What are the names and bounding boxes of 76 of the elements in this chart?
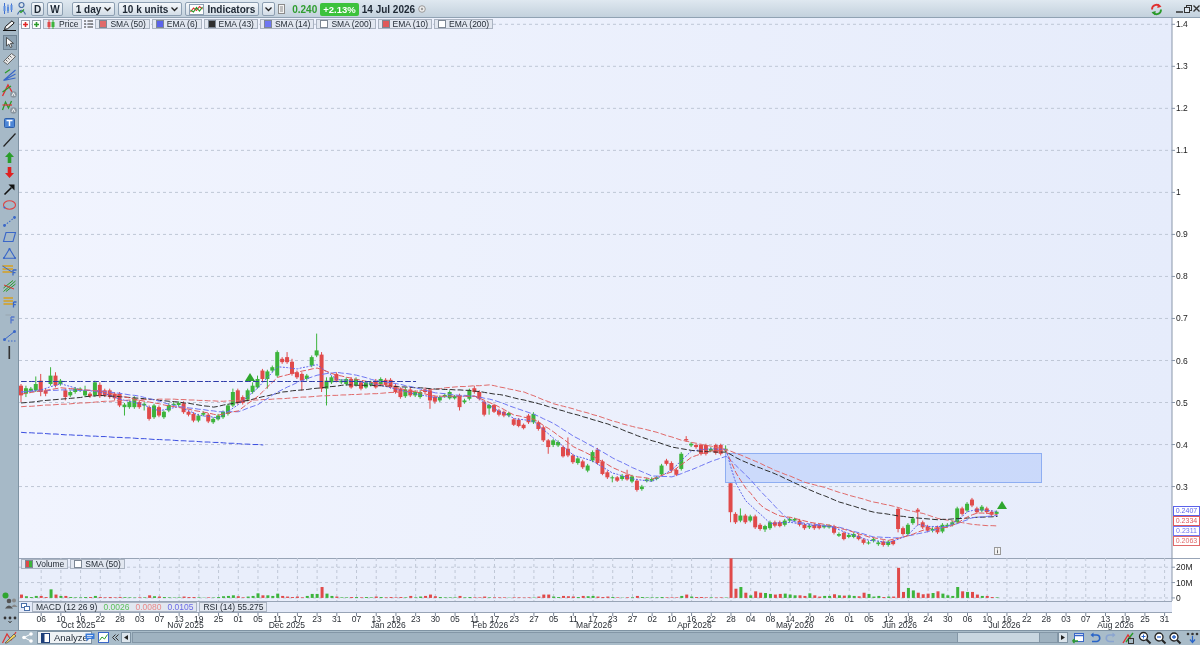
legend-label: SMA (50) <box>85 559 121 569</box>
x-tick-label: 14 <box>785 614 796 624</box>
x-tick-label: 08 <box>765 614 776 624</box>
text: D <box>31 2 45 16</box>
legend-label: SMA (50) <box>110 19 146 29</box>
legend-label: EMA (43) <box>218 19 254 29</box>
y-tick-label: 10M <box>1176 577 1193 588</box>
y-tick-label: 0 <box>1176 592 1181 603</box>
x-tick-label: 27 <box>529 614 539 624</box>
x-tick-label: 13 <box>174 614 185 624</box>
legend-label: SMA (200) <box>331 19 372 29</box>
legend-label: EMA (6) <box>166 19 198 29</box>
x-tick-label: 30 <box>943 614 953 624</box>
x-tick-label: 31 <box>332 614 342 624</box>
x-tick-label: 25 <box>1140 614 1150 624</box>
x-tick-label: 01 <box>233 614 244 624</box>
legend-label: SMA (14) <box>274 19 311 29</box>
x-tick-label: 23 <box>410 614 421 624</box>
x-tick-label: 06 <box>962 614 973 624</box>
x-tick-label: 05 <box>864 614 874 624</box>
text: 1 day <box>71 2 116 16</box>
x-tick-label: 23 <box>312 614 323 624</box>
text: 10 k units <box>118 2 183 16</box>
y-tick-label: 1.1 <box>1176 145 1189 156</box>
x-tick-label: 05 <box>253 614 263 624</box>
text: 0.0026 <box>103 602 130 612</box>
text: Indicators <box>185 2 260 16</box>
x-tick-label: 03 <box>1061 614 1072 624</box>
x-tick-label: 28 <box>115 614 125 624</box>
x-tick-label: 30 <box>430 614 441 624</box>
y-tick-label: 1.4 <box>1176 19 1189 30</box>
x-tick-label: 27 <box>627 614 638 624</box>
x-tick-label: 10 <box>667 614 677 624</box>
x-tick-label: 26 <box>824 614 835 624</box>
y-tick-label: 0.5 <box>1176 397 1189 408</box>
x-tick-label: 28 <box>726 614 736 624</box>
y-tick-label: 0.7 <box>1176 313 1189 324</box>
x-tick-label: 24 <box>923 614 934 624</box>
text: 0.0080 <box>135 602 162 612</box>
x-tick-label: 07 <box>154 614 165 624</box>
x-tick-label: 31 <box>1159 614 1170 624</box>
text: +2.13% <box>320 2 359 16</box>
x-tick-label: 01 <box>844 614 855 624</box>
x-tick-label: 23 <box>509 614 520 624</box>
text: 0.0105 <box>167 602 194 612</box>
y-tick-label: 0.4 <box>1176 439 1189 450</box>
legend-label: Volume <box>36 559 65 569</box>
x-tick-label: 22 <box>95 614 106 624</box>
legend-label: Price <box>59 19 79 29</box>
x-tick-label: 22 <box>1021 614 1032 624</box>
text: 14 Jul 2026 <box>361 3 416 15</box>
text: Analyze <box>54 632 88 643</box>
y-tick-label: 1.3 <box>1176 61 1189 72</box>
text: MACD (12 26 9) <box>36 602 98 612</box>
y-tick-label: 1 <box>1176 187 1181 198</box>
x-tick-label: 07 <box>351 614 362 624</box>
text: W <box>47 2 63 16</box>
x-tick-label: 04 <box>745 614 756 624</box>
y-tick-label: 0.8 <box>1176 271 1189 282</box>
y-tick-label: 0.6 <box>1176 355 1189 366</box>
text: RSI (14) 55.275 <box>199 602 268 612</box>
x-tick-label: 07 <box>1081 614 1091 624</box>
legend-label: EMA (200) <box>448 19 490 29</box>
y-tick-label: 20M <box>1176 562 1193 573</box>
x-tick-label: 05 <box>548 614 559 624</box>
y-tick-label: 0.9 <box>1176 229 1189 240</box>
x-tick-label: 28 <box>1041 614 1052 624</box>
legend-label: EMA (10) <box>392 19 428 29</box>
text: 0.240 <box>292 3 318 15</box>
x-tick-label: 25 <box>213 614 224 624</box>
x-tick-label: 06 <box>36 614 47 624</box>
x-tick-label: 02 <box>647 614 658 624</box>
x-tick-label: 03 <box>134 614 145 624</box>
y-tick-label: 0.3 <box>1176 481 1189 492</box>
y-tick-label: 1.2 <box>1176 103 1189 114</box>
x-tick-label: 05 <box>450 614 461 624</box>
